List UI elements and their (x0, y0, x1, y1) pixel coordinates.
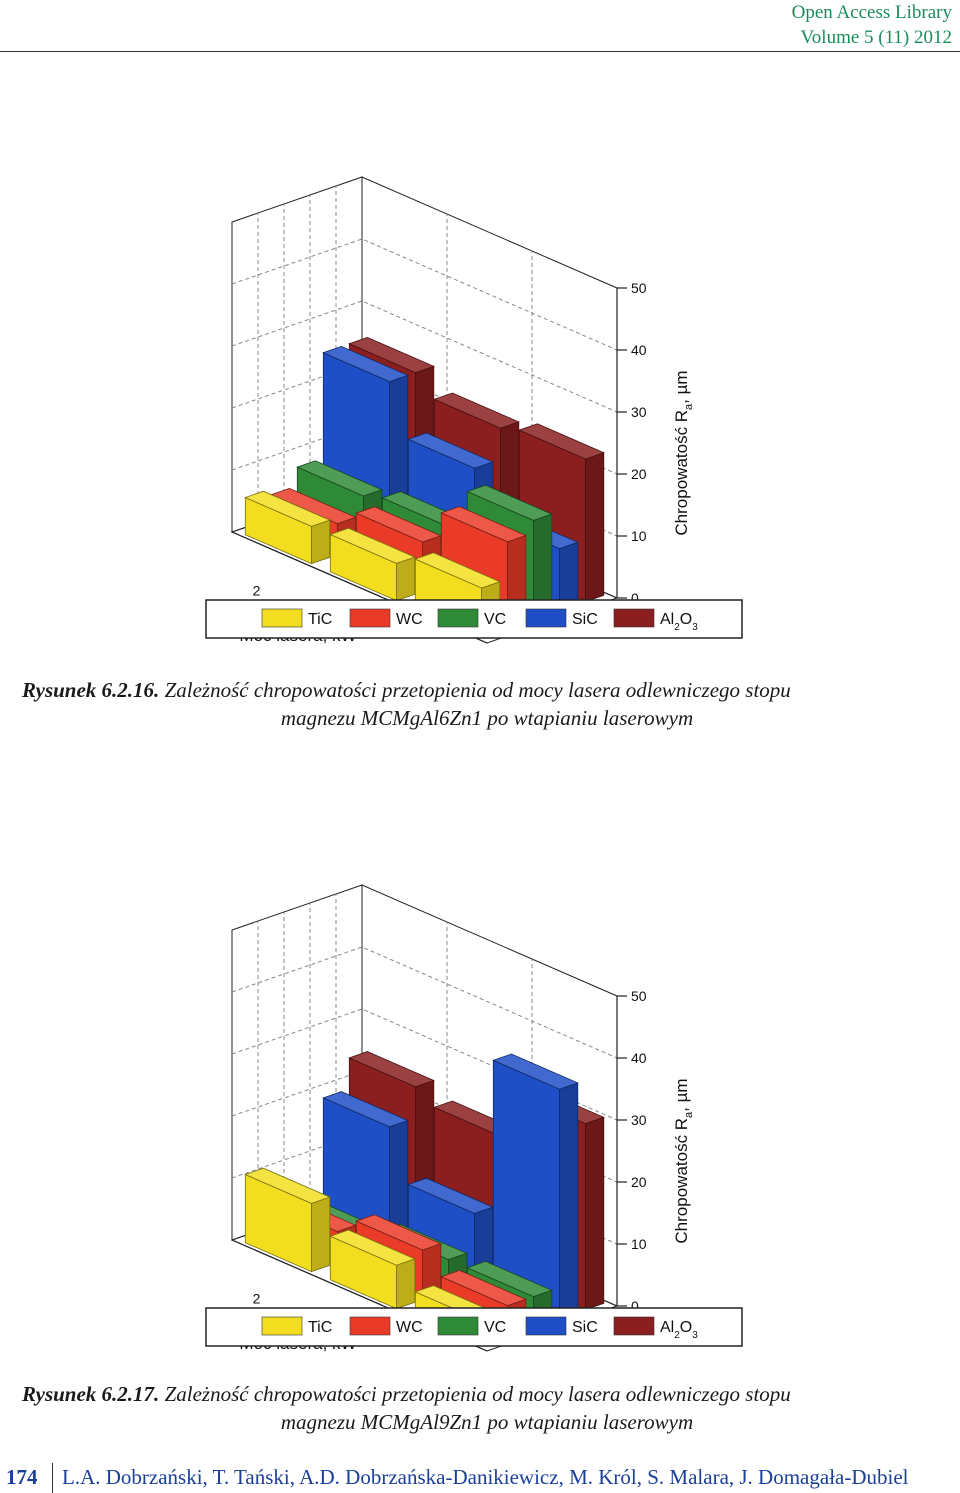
x-tick-label: 2 (253, 583, 261, 599)
caption-text-line2: magnezu MCMgAl6Zn1 po wtapianiu laserowy… (280, 706, 694, 730)
y-tick-label: 0 (631, 590, 639, 606)
bar-side (559, 1082, 579, 1320)
y-tick-label: 10 (631, 1236, 647, 1252)
bar-top (329, 527, 416, 564)
y-tick-label: 50 (631, 988, 647, 1004)
bar-top (296, 460, 383, 497)
legend-swatch (261, 1316, 303, 1336)
bar-side (396, 1258, 416, 1310)
legend-label: SiC (572, 1319, 598, 1336)
bar-top (466, 484, 553, 521)
legend-label: TiC (308, 1319, 332, 1336)
legend: TiC WC VC SiC Al2O3 (205, 599, 743, 639)
footer-authors: L.A. Dobrzański, T. Tański, A.D. Dobrzań… (62, 1465, 909, 1489)
bar-tic (329, 527, 416, 602)
bar-top (433, 392, 520, 429)
bar-top (244, 490, 331, 527)
legend-swatch (525, 1316, 567, 1336)
bar-tic (244, 490, 331, 565)
legend-label: TiC (308, 611, 332, 628)
caption-text: Zależność chropowatości przetopienia od … (159, 1382, 791, 1406)
y-tick-label: 20 (631, 466, 647, 482)
caption-text-line2: magnezu MCMgAl9Zn1 po wtapianiu laserowy… (280, 1410, 694, 1434)
bar-side (396, 556, 416, 602)
bar-tic (329, 1229, 416, 1310)
bar-top (322, 345, 409, 383)
bar-top (407, 432, 494, 469)
legend-label: VC (484, 1319, 506, 1336)
y-tick-label: 20 (631, 1174, 647, 1190)
legend-swatch (613, 1316, 655, 1336)
caption-label: Rysunek 6.2.17. (22, 1382, 160, 1406)
caption-6-2-16: Rysunek 6.2.16. Zależność chropowatości … (22, 676, 952, 732)
legend-swatch (437, 1316, 479, 1336)
legend-label: WC (396, 1319, 423, 1336)
legend-swatch (525, 608, 567, 628)
bar-top (440, 1269, 527, 1307)
y-tick-label: 30 (631, 404, 647, 420)
bar-top (407, 1177, 494, 1214)
bar-top (244, 1167, 331, 1204)
bar-tic (244, 1167, 331, 1273)
bar-top (322, 1091, 409, 1128)
bar-top (348, 336, 435, 374)
legend-swatch (261, 608, 303, 628)
bar-side (311, 519, 331, 565)
bar-side (311, 1196, 331, 1273)
caption-6-2-17: Rysunek 6.2.17. Zależność chropowatości … (22, 1380, 952, 1436)
bar-top (414, 552, 501, 589)
y-axis-title: Chropowatość Ra, µm (672, 1078, 695, 1243)
running-header: Open Access Library Volume 5 (11) 2012 (792, 0, 952, 50)
y-tick-label: 40 (631, 342, 647, 358)
bar-top (466, 1260, 553, 1298)
bars (244, 336, 605, 639)
bar-side (585, 1116, 605, 1311)
bar-top (355, 506, 442, 543)
x-tick-label: 2 (253, 1291, 261, 1307)
bar-top (348, 1051, 435, 1088)
y-axis: 0 10 20 30 40 50 (616, 988, 647, 1314)
y-axis-title: Chropowatość Ra, µm (672, 370, 695, 535)
running-footer: 174 L.A. Dobrzański, T. Tański, A.D. Dob… (0, 1463, 960, 1493)
bar-top (329, 1229, 416, 1266)
y-tick-label: 10 (631, 528, 647, 544)
caption-text: Zależność chropowatości przetopienia od … (159, 678, 791, 702)
header-rule (0, 51, 960, 52)
bar-top (492, 1053, 579, 1090)
caption-label: Rysunek 6.2.16. (22, 678, 160, 702)
bar-side (585, 452, 605, 603)
legend-swatch (349, 1316, 391, 1336)
y-tick-label: 40 (631, 1050, 647, 1066)
bar-top (440, 506, 527, 543)
legend: TiC WC VC SiC Al2O3 (205, 1307, 743, 1347)
legend-swatch (613, 608, 655, 628)
bar-top (355, 1214, 442, 1251)
header-volume: Volume 5 (11) 2012 (800, 27, 952, 48)
y-tick-label: 0 (631, 1298, 639, 1314)
header-library: Open Access Library (791, 2, 952, 23)
legend-swatch (437, 608, 479, 628)
page-number: 174 (6, 1465, 38, 1489)
y-tick-label: 30 (631, 1112, 647, 1128)
y-tick-label: 50 (631, 280, 647, 296)
footer-separator (52, 1463, 53, 1493)
bar-top (518, 423, 605, 460)
legend-swatch (349, 608, 391, 628)
legend-label: Al2O3 (660, 611, 698, 633)
y-axis: 0 10 20 30 40 50 (616, 280, 647, 606)
legend-label: SiC (572, 611, 598, 628)
legend-label: WC (396, 611, 423, 628)
legend-label: Al2O3 (660, 1319, 698, 1341)
legend-label: VC (484, 611, 506, 628)
